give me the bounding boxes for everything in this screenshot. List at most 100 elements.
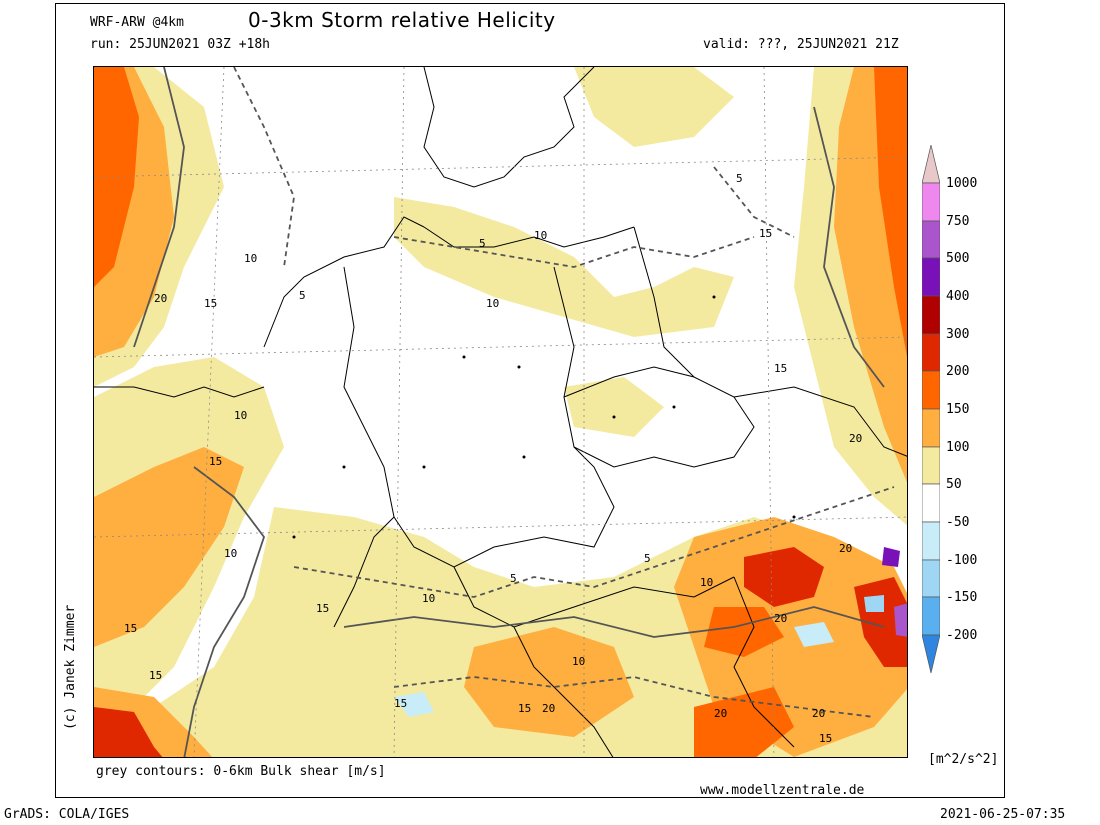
legend-label: 300 xyxy=(946,327,970,342)
czech-border xyxy=(563,366,755,468)
run-label: run: 25JUN2021 03Z +18h xyxy=(90,37,271,52)
legend-label: 150 xyxy=(946,402,970,417)
contour-label: 5 xyxy=(510,572,517,585)
city-dot xyxy=(792,515,796,519)
legend-label: -200 xyxy=(946,628,978,643)
grid-lon-4 xyxy=(763,67,775,757)
author-credit: (c) Janek Zimmer xyxy=(63,604,78,730)
baltic-yellow-patch xyxy=(574,67,734,147)
color-scale-bar xyxy=(922,145,940,674)
color-swatch-below-m200 xyxy=(922,634,940,674)
contour-label: 10 xyxy=(234,409,247,422)
legend-label: -50 xyxy=(946,515,970,530)
city-markers xyxy=(292,295,796,539)
city-dot xyxy=(672,405,676,409)
adriatic-border xyxy=(733,576,795,748)
city-dot xyxy=(422,465,426,469)
north-yellow-band xyxy=(394,197,734,337)
graticule xyxy=(94,67,907,757)
contour-label: 15 xyxy=(759,227,772,240)
color-swatch-m100-m50 xyxy=(922,521,940,561)
contours-note: grey contours: 0-6km Bulk shear [m/s] xyxy=(96,764,386,779)
color-swatch-200-300 xyxy=(922,333,940,372)
city-dot xyxy=(522,455,526,459)
shear-contour-4 xyxy=(183,466,266,757)
map-canvas: 10 20 15 5 5 10 10 5 15 15 10 15 10 15 1… xyxy=(94,67,907,757)
helicity-map: 10 20 15 5 5 10 10 5 15 15 10 15 10 15 1… xyxy=(93,66,908,758)
contour-label: 5 xyxy=(736,172,743,185)
blue-patch-3 xyxy=(864,595,884,612)
purple-cell-2 xyxy=(894,603,907,637)
coastlines-borders xyxy=(94,67,907,757)
contour-label: 10 xyxy=(534,229,547,242)
grid-lat-3 xyxy=(94,516,907,538)
legend-label: 1000 xyxy=(946,176,978,191)
color-swatch-m150-m100 xyxy=(922,559,940,598)
city-dot xyxy=(612,415,616,419)
contour-label: 15 xyxy=(209,455,222,468)
contour-label: 10 xyxy=(244,252,257,265)
website-label: www.modellzentrale.de xyxy=(700,783,865,798)
contour-label: 15 xyxy=(124,622,137,635)
map-title: 0-3km Storm relative Helicity xyxy=(248,8,556,32)
contour-label: 10 xyxy=(224,547,237,560)
france-border xyxy=(333,516,395,628)
model-label: WRF-ARW @4km xyxy=(90,15,184,30)
poland-west-border xyxy=(633,226,695,378)
shear-contour-5 xyxy=(293,486,895,598)
contour-label: 15 xyxy=(819,732,832,745)
color-swatch-400-500 xyxy=(922,257,940,297)
grid-lat-2 xyxy=(94,336,907,358)
contour-value-labels: 10 20 15 5 5 10 10 5 15 15 10 15 10 15 1… xyxy=(124,172,862,745)
contour-label: 10 xyxy=(486,297,499,310)
shear-contour-9 xyxy=(713,166,795,238)
contour-label: 10 xyxy=(422,592,435,605)
color-swatch-100-150 xyxy=(922,408,940,448)
city-dot xyxy=(517,365,521,369)
timestamp-label: 2021-06-25-07:35 xyxy=(940,807,1066,822)
color-swatch-above-1000 xyxy=(922,145,940,184)
city-dot xyxy=(292,535,296,539)
contour-label: 20 xyxy=(839,542,852,555)
legend-label: -100 xyxy=(946,553,978,568)
blue-patch-2 xyxy=(794,622,834,647)
color-swatch-500-750 xyxy=(922,220,940,259)
contour-label: 5 xyxy=(479,237,486,250)
helicity-negative-areas xyxy=(394,595,884,717)
shear-contour-1 xyxy=(133,67,185,348)
bulk-shear-contours xyxy=(133,67,895,757)
contour-label: 20 xyxy=(154,292,167,305)
contour-label: 20 xyxy=(849,432,862,445)
color-swatch-300-400 xyxy=(922,295,940,335)
italy-border xyxy=(513,626,614,757)
contour-label: 10 xyxy=(572,655,585,668)
legend-label: 750 xyxy=(946,214,970,229)
blue-patch-1 xyxy=(394,692,434,717)
city-dot xyxy=(342,465,346,469)
grid-lon-1 xyxy=(193,67,225,757)
helicity-high-cells xyxy=(882,547,907,637)
core-red-cell-1 xyxy=(744,547,824,607)
contour-label: 15 xyxy=(316,602,329,615)
slovakia-border xyxy=(733,386,907,457)
color-swatch-750-1000 xyxy=(922,182,940,222)
contour-label: 5 xyxy=(299,289,306,302)
purple-cell-1 xyxy=(882,547,900,567)
contour-label: 10 xyxy=(700,576,713,589)
shear-contour-6 xyxy=(343,606,885,638)
contour-label: 15 xyxy=(204,297,217,310)
contour-label: 20 xyxy=(714,707,727,720)
contour-label: 15 xyxy=(774,362,787,375)
grads-label: GrADS: COLA/IGES xyxy=(4,807,130,822)
west-red-strip xyxy=(94,67,139,287)
city-dot xyxy=(462,355,466,359)
shear-contour-3 xyxy=(393,236,755,268)
southeast-orange-area xyxy=(674,517,907,757)
channel-coast xyxy=(94,386,265,398)
legend-label: 500 xyxy=(946,251,970,266)
central-yellow-patch xyxy=(564,377,664,437)
southwest-orange-area xyxy=(94,447,244,647)
valid-label: valid: ???, 25JUN2021 21Z xyxy=(703,37,899,52)
contour-label: 5 xyxy=(644,552,651,565)
contour-label: 20 xyxy=(542,702,555,715)
